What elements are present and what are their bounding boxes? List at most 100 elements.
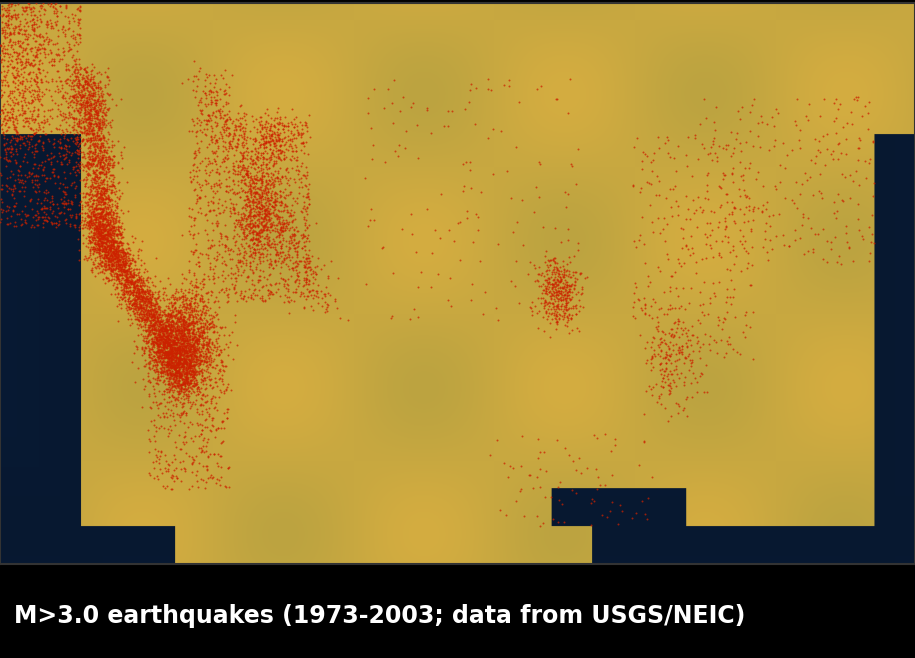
Point [17,107,32,118]
Point [167,297,181,308]
Point [177,368,191,379]
Point [168,361,183,372]
Point [106,213,121,224]
Point [300,189,315,199]
Point [118,253,133,263]
Point [176,349,190,359]
Point [98,168,113,178]
Point [159,368,174,378]
Point [44,95,59,106]
Point [5,109,19,119]
Point [363,215,378,226]
Point [111,229,125,240]
Point [234,286,249,296]
Point [173,372,188,383]
Point [11,0,26,9]
Point [569,289,584,299]
Point [241,211,255,222]
Point [154,351,168,361]
Point [252,166,266,176]
Point [560,287,575,297]
Point [164,369,178,380]
Point [280,223,295,234]
Point [247,220,262,231]
Point [154,324,168,334]
Point [178,350,192,361]
Point [228,236,242,247]
Point [98,237,113,247]
Point [97,169,112,180]
Point [96,153,111,163]
Point [144,349,158,360]
Point [90,142,104,153]
Point [93,105,108,116]
Point [95,222,110,233]
Point [4,165,18,176]
Point [113,147,128,157]
Point [167,368,181,379]
Point [559,282,574,292]
Point [34,203,48,213]
Point [275,274,290,284]
Point [47,217,61,228]
Point [199,340,213,350]
Point [103,245,118,256]
Point [172,360,187,370]
Point [340,315,355,326]
Point [204,397,219,408]
Point [146,324,161,335]
Point [149,399,164,410]
Point [56,89,70,100]
Point [689,338,704,348]
Point [82,119,97,130]
Point [135,293,150,304]
Point [102,233,116,243]
Point [116,288,131,299]
Point [20,113,35,123]
Point [115,293,130,303]
Point [150,299,165,309]
Point [255,147,270,158]
Point [249,186,264,197]
Point [94,154,109,164]
Point [122,253,136,263]
Point [183,367,198,377]
Point [198,318,212,329]
Point [162,378,177,389]
Point [180,292,195,303]
Point [101,218,115,229]
Point [131,303,145,314]
Point [53,138,68,148]
Point [524,303,539,313]
Point [96,133,111,143]
Point [85,153,100,164]
Point [96,116,111,127]
Point [93,186,108,197]
Point [138,263,153,274]
Point [136,297,151,307]
Point [174,334,188,345]
Point [271,145,285,156]
Point [106,228,121,238]
Point [269,250,284,261]
Point [194,97,209,107]
Point [220,122,234,132]
Point [73,89,88,100]
Point [91,102,105,113]
Point [253,203,267,214]
Point [116,257,131,267]
Point [108,189,123,199]
Point [716,169,731,180]
Point [546,297,561,308]
Point [92,119,106,130]
Point [66,30,81,40]
Point [70,146,85,157]
Point [190,351,205,361]
Point [219,186,233,196]
Point [124,277,138,288]
Point [552,495,566,505]
Point [118,270,133,280]
Point [184,481,199,492]
Point [258,220,273,230]
Point [178,368,193,379]
